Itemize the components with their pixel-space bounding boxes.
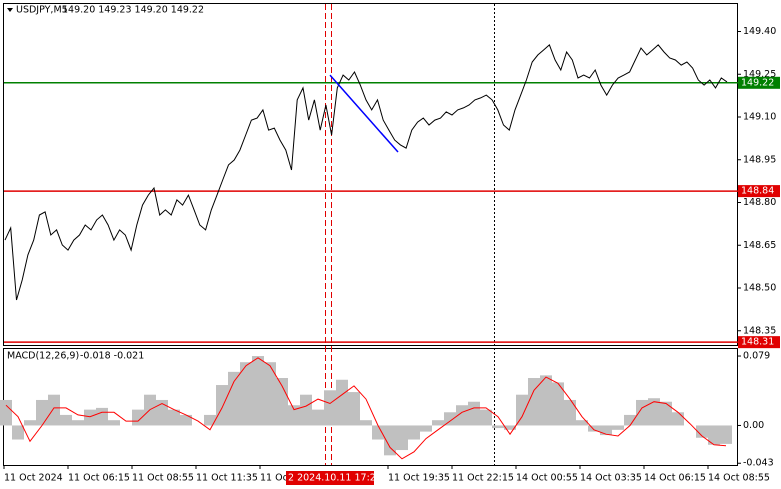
price-line xyxy=(4,44,728,301)
x-tick-label: 11 Oct 06:15 xyxy=(68,473,130,484)
macd-bar xyxy=(396,425,408,451)
x-tick-label: 11 Oct xyxy=(260,473,292,484)
macd-bar xyxy=(588,425,600,432)
y-tick-label: -0.043 xyxy=(743,458,774,469)
trendline xyxy=(329,74,399,153)
macd-bar xyxy=(636,399,648,426)
macd-bar xyxy=(228,371,240,426)
macd-bar xyxy=(516,394,528,426)
macd-bar xyxy=(708,425,720,445)
price-level-box xyxy=(738,336,780,349)
macd-bar xyxy=(612,425,624,430)
macd-bar xyxy=(156,399,168,426)
x-tick-label: 14 Oct 06:15 xyxy=(644,473,706,484)
macd-bar xyxy=(12,425,24,440)
macd-bar xyxy=(504,425,516,430)
y-tick-label: 149.10 xyxy=(743,112,776,123)
x-tick-label: 11 Oct 08:55 xyxy=(132,473,194,484)
macd-bar xyxy=(324,390,336,426)
macd-bar xyxy=(648,398,660,426)
macd-bar xyxy=(180,414,192,426)
macd-bar xyxy=(216,385,228,426)
macd-bar xyxy=(456,405,468,426)
macd-bar xyxy=(432,420,444,426)
macd-bar xyxy=(540,375,552,426)
macd-bar xyxy=(288,405,300,426)
cursor-label: 2 2024.10.11 17:20 xyxy=(288,473,382,484)
y-tick-label: 0.00 xyxy=(743,420,764,431)
macd-bar xyxy=(108,420,120,426)
macd-bar xyxy=(0,399,12,426)
signal-line xyxy=(5,357,727,460)
macd-bar xyxy=(492,425,504,429)
macd-bar xyxy=(528,378,540,426)
price-level-label: 148.31 xyxy=(741,337,774,348)
y-tick-label: 148.80 xyxy=(743,197,776,208)
macd-bar xyxy=(624,414,636,426)
menu-icon xyxy=(7,8,13,12)
macd-values: -0.018 -0.021 xyxy=(80,351,144,362)
y-tick-label: 149.40 xyxy=(743,26,776,37)
macd-bar xyxy=(348,392,360,426)
x-tick-label: 14 Oct 08:55 xyxy=(708,473,770,484)
x-tick-label: 11 Oct 2024 xyxy=(4,473,63,484)
macd-bar xyxy=(336,379,348,426)
macd-bar xyxy=(720,425,732,444)
cursor-label-box xyxy=(286,471,374,485)
macd-bar xyxy=(372,425,384,440)
macd-bar xyxy=(672,412,684,426)
y-tick-label: 149.25 xyxy=(743,69,776,80)
macd-bar xyxy=(36,399,48,426)
price-pane xyxy=(3,3,738,346)
price-level-label: 149.22 xyxy=(741,77,774,88)
macd-bar xyxy=(360,420,372,426)
macd-bar xyxy=(660,401,672,426)
macd-bar xyxy=(276,378,288,426)
macd-bar xyxy=(264,362,276,426)
y-tick-label: 0.079 xyxy=(743,351,770,362)
x-tick-label: 11 Oct 19:35 xyxy=(388,473,450,484)
macd-bar xyxy=(24,420,36,426)
price-level-box xyxy=(738,76,780,89)
x-tick-label: 11 Oct 11:35 xyxy=(196,473,258,484)
macd-bar xyxy=(444,412,456,426)
price-level-box xyxy=(738,185,780,198)
x-tick-label: 14 Oct 00:55 xyxy=(516,473,578,484)
macd-bar xyxy=(312,409,324,426)
macd-bar xyxy=(564,399,576,426)
price-level-label: 148.84 xyxy=(741,186,774,197)
chart-prices: 149.20 149.23 149.20 149.22 xyxy=(62,5,204,16)
macd-bar xyxy=(204,414,216,426)
macd-bar xyxy=(240,362,252,426)
y-tick-label: 148.65 xyxy=(743,240,776,251)
macd-bar xyxy=(468,401,480,426)
y-tick-label: 148.35 xyxy=(743,325,776,336)
x-tick-label: 14 Oct 03:35 xyxy=(580,473,642,484)
macd-bar xyxy=(252,356,264,426)
macd-bar xyxy=(300,394,312,426)
macd-bar xyxy=(60,414,72,426)
macd-bar xyxy=(408,425,420,440)
macd-bar xyxy=(600,425,612,436)
macd-bar xyxy=(480,409,492,426)
macd-bar xyxy=(72,420,84,426)
macd-bar xyxy=(696,425,708,438)
macd-bar xyxy=(96,407,108,426)
macd-bar xyxy=(576,420,588,426)
y-tick-label: 148.50 xyxy=(743,283,776,294)
macd-bar xyxy=(420,425,432,432)
macd-bar xyxy=(168,409,180,426)
x-tick-label: 11 Oct 22:15 xyxy=(452,473,514,484)
macd-bar xyxy=(84,409,96,426)
macd-bar xyxy=(552,382,564,426)
y-tick-label: 148.95 xyxy=(743,154,776,165)
macd-title: MACD(12,26,9) xyxy=(7,351,79,362)
chart-title: USDJPY,M5 xyxy=(16,5,68,16)
macd-bar xyxy=(384,425,396,456)
macd-bar xyxy=(48,394,60,426)
